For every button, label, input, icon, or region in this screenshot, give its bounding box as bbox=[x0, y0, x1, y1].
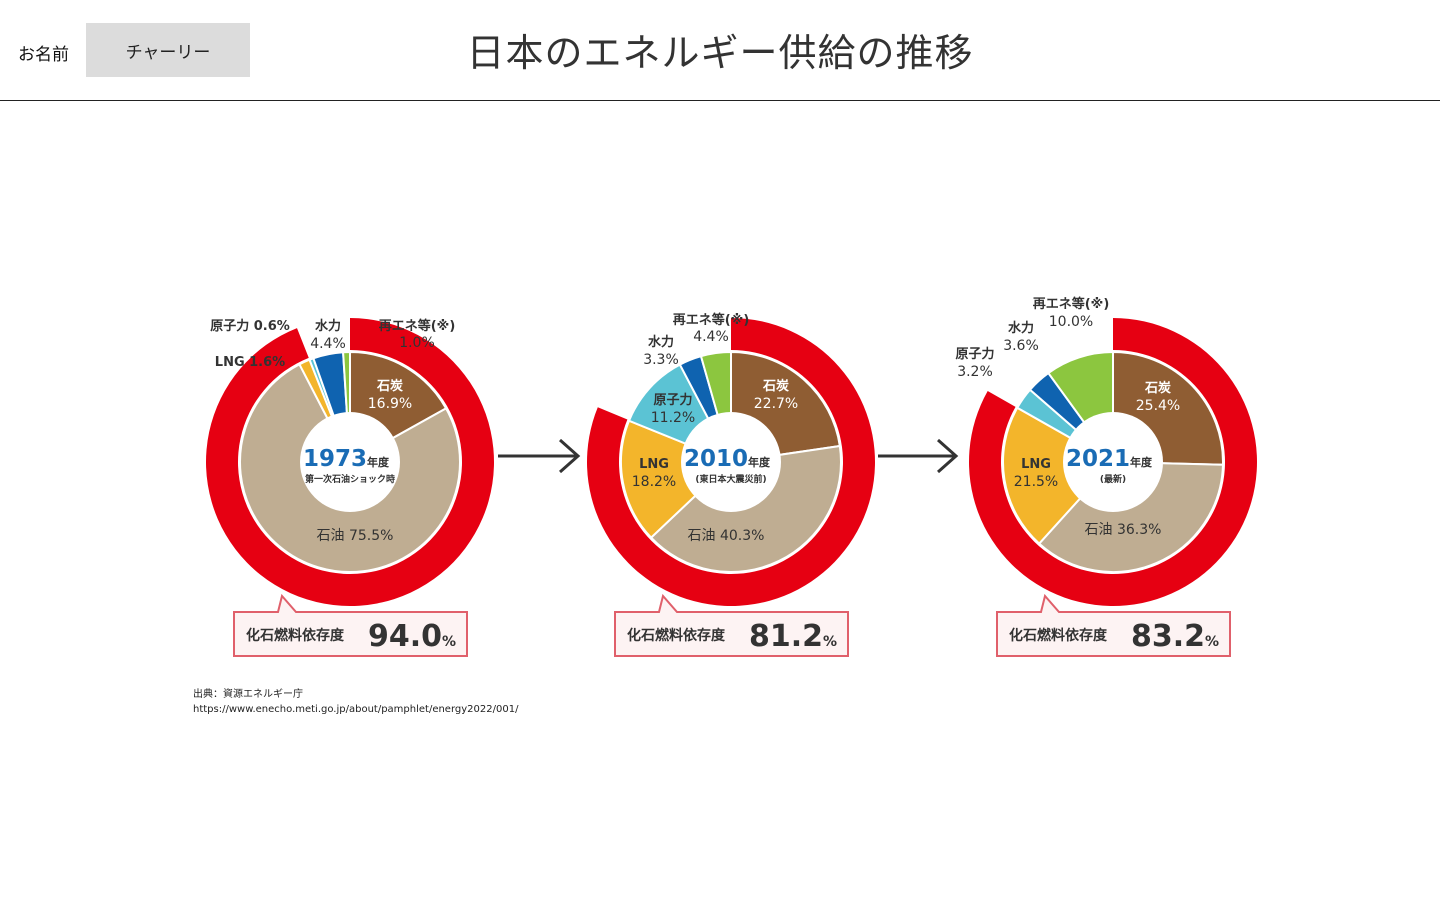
value-renewable-1973: 1.0% bbox=[399, 335, 435, 351]
fossil-value-1973: 94.0% bbox=[368, 619, 456, 654]
center-hole-2021 bbox=[1063, 412, 1163, 512]
label-renewable-2010: 再エネ等(※) bbox=[673, 312, 750, 328]
value-renewable-2010: 4.4% bbox=[693, 329, 729, 345]
fossil-callout-2021 bbox=[996, 593, 1231, 657]
label-nuclear-1973: 原子力 0.6% bbox=[210, 318, 290, 334]
center-hole-1973 bbox=[300, 412, 400, 512]
label-lng-2010: LNG bbox=[639, 457, 669, 472]
transition-arrow-2 bbox=[878, 438, 959, 474]
label-oil-1973: 石油 75.5% bbox=[317, 528, 394, 544]
label-oil-2010: 石油 40.3% bbox=[688, 528, 765, 544]
label-renewable-1973: 再エネ等(※) bbox=[379, 318, 456, 334]
source-label: 出典：資源エネルギー庁 bbox=[193, 689, 303, 700]
label-hydro-1973: 水力 bbox=[315, 318, 341, 334]
label-nuclear-2010: 原子力 bbox=[653, 392, 692, 408]
fossil-callout-1973 bbox=[233, 593, 468, 657]
label-renewable-2021: 再エネ等(※) bbox=[1033, 296, 1110, 312]
fossil-label-2021: 化石燃料依存度 bbox=[1009, 627, 1108, 644]
chart-2010: 2010年度(東日本大震災前) 石炭 22.7% 石油 40.3% LNG 18.2% 原子… bbox=[587, 312, 876, 657]
slice-lng-2010 bbox=[620, 419, 733, 540]
value-renewable-2021: 10.0% bbox=[1049, 314, 1093, 330]
center-caption-2021: (最新) bbox=[1100, 473, 1126, 485]
value-nuclear-2021: 3.2% bbox=[957, 364, 993, 380]
page-title: 日本のエネルギー供給の推移 bbox=[466, 31, 974, 75]
chart-2021: 2021年度(最新) 石炭 25.4% 石油 36.3% LNG 21.5% 原子力 3.2%… bbox=[955, 296, 1257, 657]
name-label: お名前 bbox=[18, 45, 69, 65]
label-nuclear-2021: 原子力 bbox=[955, 346, 994, 362]
value-coal-2021: 25.4% bbox=[1136, 398, 1180, 414]
label-coal-1973: 石炭 bbox=[376, 378, 403, 394]
label-coal-2021: 石炭 bbox=[1144, 380, 1171, 396]
header-bar: お名前 チャーリー 日本のエネルギー供給の推移 bbox=[0, 0, 1440, 101]
label-coal-2010: 石炭 bbox=[762, 378, 789, 394]
fossil-label-2010: 化石燃料依存度 bbox=[627, 627, 726, 644]
center-year-2010: 2010年度 bbox=[684, 446, 771, 472]
label-lng-1973: LNG 1.6% bbox=[215, 355, 285, 370]
center-caption-1973: 第一次石油ショック時 bbox=[305, 473, 395, 485]
arrow-head bbox=[559, 438, 581, 474]
fossil-value-2021: 83.2% bbox=[1131, 619, 1219, 654]
value-coal-2010: 22.7% bbox=[754, 396, 798, 412]
value-hydro-2021: 3.6% bbox=[1003, 338, 1039, 354]
slice-oil-2021 bbox=[1037, 460, 1224, 573]
fossil-label-1973: 化石燃料依存度 bbox=[246, 627, 345, 644]
center-year-1973: 1973年度 bbox=[303, 446, 390, 472]
arrow-head bbox=[937, 438, 959, 474]
label-lng-2021: LNG bbox=[1021, 457, 1051, 472]
label-hydro-2010: 水力 bbox=[648, 334, 674, 350]
value-hydro-1973: 4.4% bbox=[310, 336, 346, 352]
name-field[interactable]: チャーリー bbox=[86, 23, 250, 77]
fossil-value-2010: 81.2% bbox=[749, 619, 837, 654]
value-nuclear-2010: 11.2% bbox=[651, 410, 695, 426]
label-oil-2021: 石油 36.3% bbox=[1085, 522, 1162, 538]
center-caption-2010: (東日本大震災前) bbox=[695, 473, 766, 485]
value-lng-2021: 21.5% bbox=[1014, 474, 1058, 490]
source-note: 出典：資源エネルギー庁 https://www.enecho.meti.go.j… bbox=[193, 687, 518, 717]
label-hydro-2021: 水力 bbox=[1008, 320, 1034, 336]
source-url[interactable]: https://www.enecho.meti.go.jp/about/pamp… bbox=[193, 704, 519, 715]
value-hydro-2010: 3.3% bbox=[643, 352, 679, 368]
center-year-2021: 2021年度 bbox=[1066, 446, 1153, 472]
slice-lng-2021 bbox=[1002, 406, 1115, 546]
value-coal-1973: 16.9% bbox=[368, 396, 412, 412]
value-lng-2010: 18.2% bbox=[632, 474, 676, 490]
center-hole-2010 bbox=[681, 412, 781, 512]
fossil-callout-2010 bbox=[614, 593, 849, 657]
transition-arrow-1 bbox=[498, 438, 581, 474]
